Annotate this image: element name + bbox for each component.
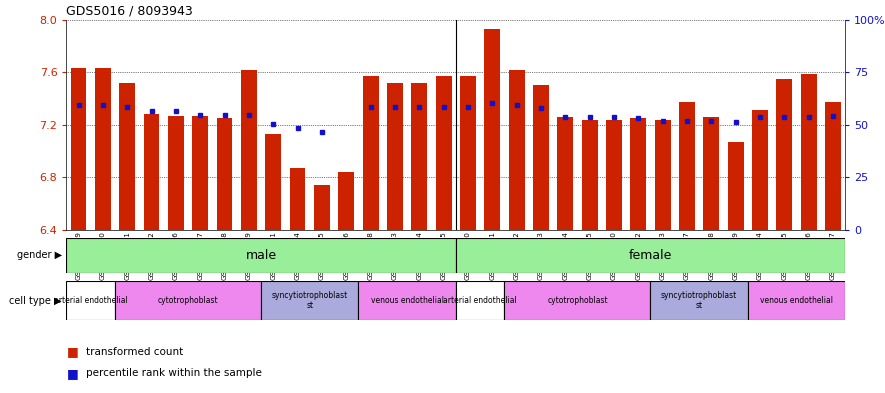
Bar [192,116,208,230]
Text: arterial endothelial: arterial endothelial [54,296,127,305]
Text: ■: ■ [66,345,78,358]
Bar [338,172,354,230]
Text: female: female [628,249,673,262]
Bar [261,281,358,320]
Bar [435,76,451,230]
Bar [314,185,330,230]
Bar [460,76,476,230]
Text: ■: ■ [66,367,78,380]
Text: percentile rank within the sample: percentile rank within the sample [86,368,262,378]
Bar [95,68,111,230]
Bar [704,117,720,230]
Text: cytotrophoblast: cytotrophoblast [158,296,219,305]
Bar [504,281,650,320]
Bar [363,76,379,230]
Bar [241,70,257,230]
Bar [509,70,525,230]
Bar [533,85,549,230]
Bar [119,83,135,230]
Bar [358,281,456,320]
Bar [456,238,845,273]
Bar [71,68,87,230]
Text: transformed count: transformed count [86,347,183,357]
Bar [801,73,817,230]
Text: venous endothelial: venous endothelial [371,296,443,305]
Bar [289,168,305,230]
Text: cytotrophoblast: cytotrophoblast [547,296,608,305]
Bar [630,118,646,230]
Text: GDS5016 / 8093943: GDS5016 / 8093943 [66,4,193,17]
Text: syncytiotrophoblast
st: syncytiotrophoblast st [272,291,348,310]
Bar [825,103,841,230]
Text: syncytiotrophoblast
st: syncytiotrophoblast st [661,291,737,310]
Bar [581,119,597,230]
Text: cell type ▶: cell type ▶ [10,296,62,306]
Bar [143,114,159,230]
Bar [66,281,115,320]
Bar [484,29,500,230]
Bar [168,116,184,230]
Bar [606,119,622,230]
Bar [727,142,743,230]
Bar [115,281,261,320]
Bar [456,281,504,320]
Text: venous endothelial: venous endothelial [760,296,833,305]
Bar [655,119,671,230]
Bar [558,117,573,230]
Bar [217,118,233,230]
Bar [66,238,456,273]
Text: gender ▶: gender ▶ [17,250,62,261]
Bar [412,83,427,230]
Bar [679,103,695,230]
Bar [752,110,768,230]
Bar [650,281,748,320]
Bar [748,281,845,320]
Bar [266,134,281,230]
Bar [776,79,792,230]
Text: male: male [245,249,277,262]
Text: arterial endothelial: arterial endothelial [443,296,517,305]
Bar [387,83,403,230]
